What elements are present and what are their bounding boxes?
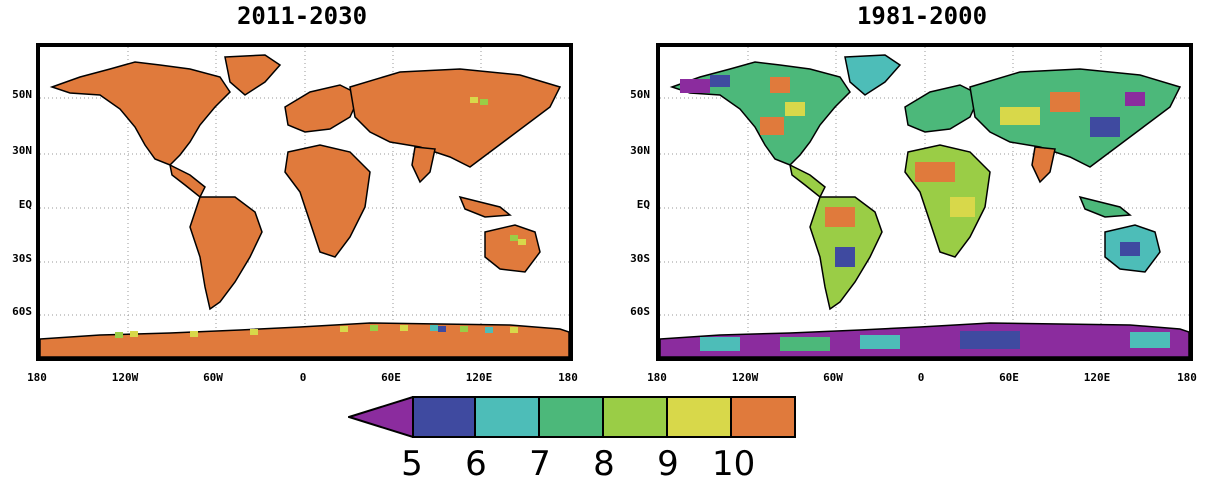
lon-label: 0 — [917, 371, 925, 384]
lon-label: 180 — [558, 371, 578, 384]
land-masses — [40, 54, 569, 357]
panel-title-right: 1981-2000 — [856, 2, 988, 30]
colorbar-segment — [730, 396, 796, 438]
patches-left — [115, 97, 526, 338]
lat-label: EQ — [18, 198, 32, 211]
lat-label: 50N — [630, 88, 650, 101]
colorbar-segment — [474, 396, 540, 438]
colorbar-segment — [412, 396, 476, 438]
lat-label: 30S — [12, 252, 32, 265]
lon-label: 60E — [381, 371, 401, 384]
map-canvas-left — [40, 47, 569, 357]
colorbar-under-arrow — [348, 396, 414, 438]
map-panel-right — [656, 43, 1193, 361]
lat-label: 50N — [12, 88, 32, 101]
lon-label: 60E — [999, 371, 1019, 384]
colorbar-tick-label: 6 — [465, 444, 487, 484]
lat-label: 60S — [630, 305, 650, 318]
lon-label: 120W — [731, 371, 759, 384]
lon-label: 0 — [299, 371, 307, 384]
map-panel-left — [36, 43, 573, 361]
colorbar-tick-label: 5 — [401, 444, 423, 484]
map-canvas-right — [660, 47, 1189, 357]
lon-label: 120E — [465, 371, 493, 384]
lat-label: 30S — [630, 252, 650, 265]
colorbar-tick-label: 7 — [529, 444, 551, 484]
lon-label: 180 — [647, 371, 667, 384]
lat-label: EQ — [636, 198, 650, 211]
lon-label: 120E — [1083, 371, 1111, 384]
lat-label: 60S — [12, 305, 32, 318]
lat-label: 30N — [12, 144, 32, 157]
lon-label: 60W — [203, 371, 223, 384]
colorbar-tick-label: 9 — [657, 444, 679, 484]
colorbar-tick-label: 8 — [593, 444, 615, 484]
lon-label: 120W — [111, 371, 139, 384]
panel-title-left: 2011-2030 — [236, 2, 368, 30]
colorbar-segment — [602, 396, 668, 438]
colorbar-segment — [666, 396, 732, 438]
patches-right — [680, 75, 1170, 351]
lon-label: 60W — [823, 371, 843, 384]
lon-label: 180 — [1177, 371, 1197, 384]
colorbar-segment — [538, 396, 604, 438]
colorbar-tick-label: 10 — [712, 444, 756, 484]
lat-label: 30N — [630, 144, 650, 157]
lon-label: 180 — [27, 371, 47, 384]
